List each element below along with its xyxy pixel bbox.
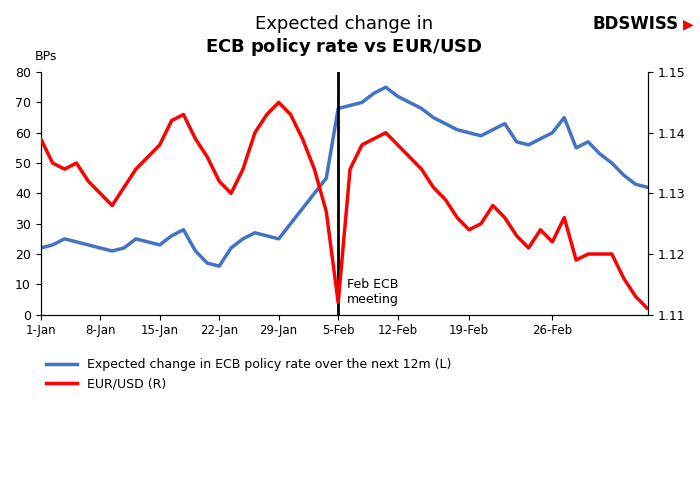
Legend: Expected change in ECB policy rate over the next 12m (L), EUR/USD (R): Expected change in ECB policy rate over … [41, 354, 456, 396]
Text: Feb ECB
meeting: Feb ECB meeting [346, 278, 398, 306]
Text: BDSWISS: BDSWISS [593, 15, 679, 33]
Text: ▶: ▶ [682, 17, 693, 31]
Text: BPs: BPs [35, 50, 57, 63]
Title: Expected change in
$\bf{ECB\ policy\ rate\ vs\ EUR/USD}$: Expected change in $\bf{ECB\ policy\ rat… [205, 15, 483, 58]
